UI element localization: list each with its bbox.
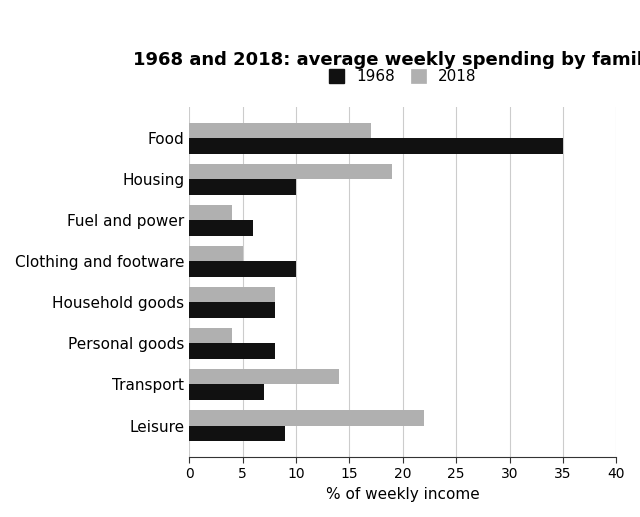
Bar [189, 369, 339, 385]
Bar [189, 123, 371, 139]
Bar [189, 287, 275, 302]
Bar [189, 302, 275, 318]
Bar [189, 164, 392, 179]
Bar [189, 425, 285, 441]
Bar [189, 343, 275, 359]
Bar [189, 410, 424, 425]
Bar [189, 205, 232, 220]
Bar [189, 220, 253, 236]
Title: 1968 and 2018: average weekly spending by families: 1968 and 2018: average weekly spending b… [133, 51, 640, 69]
Bar [189, 139, 563, 154]
Legend: 1968, 2018: 1968, 2018 [329, 69, 477, 84]
Bar [189, 328, 232, 343]
X-axis label: % of weekly income: % of weekly income [326, 487, 480, 502]
Bar [189, 179, 296, 195]
Bar [189, 385, 264, 400]
Bar [189, 246, 243, 262]
Bar [189, 262, 296, 277]
